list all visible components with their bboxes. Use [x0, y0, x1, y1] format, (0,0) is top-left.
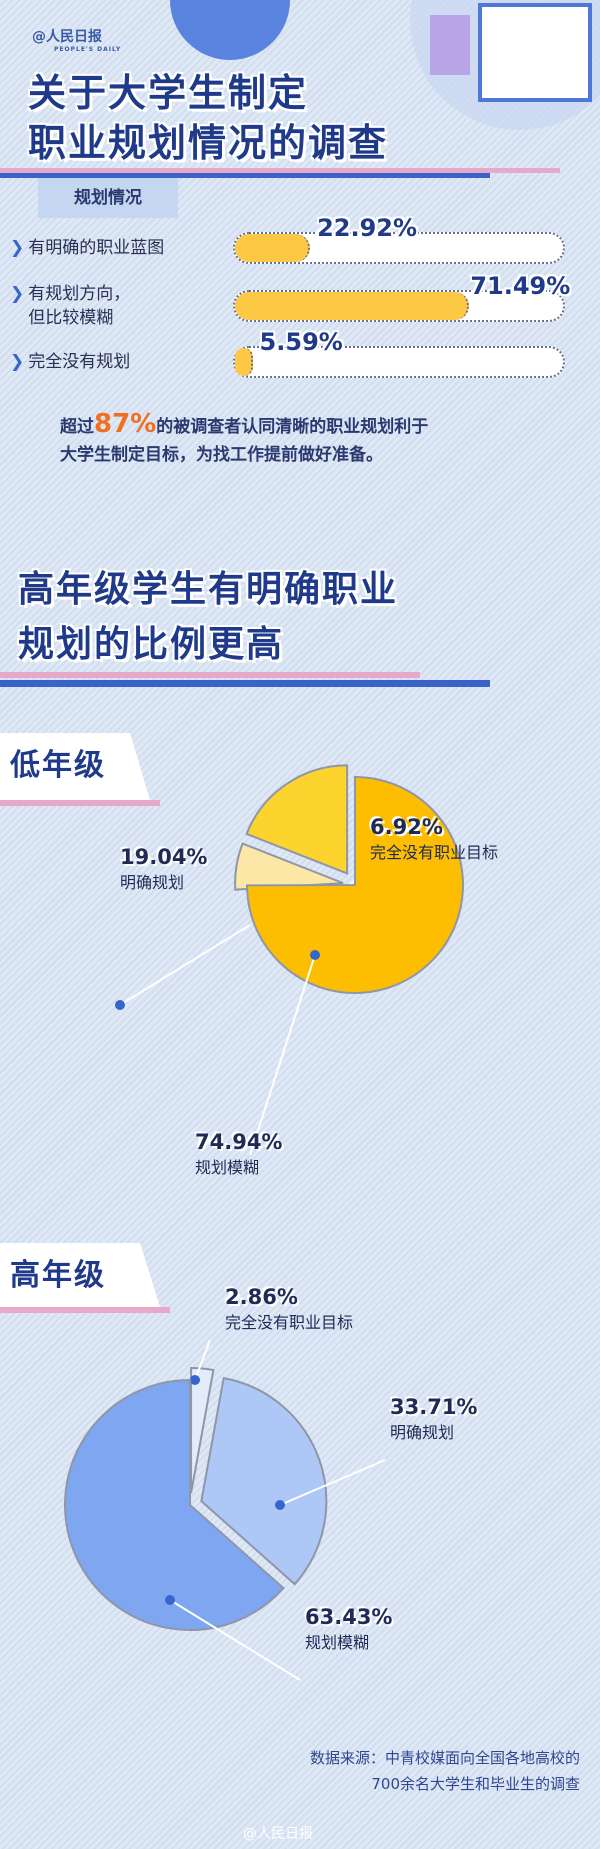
bar-fill — [235, 234, 311, 262]
pie-label: 63.43% 规划模糊 — [305, 1605, 393, 1652]
pie-title-high: 高年级 — [10, 1258, 106, 1293]
pie-label: 6.92% 完全没有职业目标 — [370, 815, 499, 862]
leader-line — [194, 1339, 211, 1381]
pie-label: 2.86% 完全没有职业目标 — [225, 1285, 354, 1332]
tab-underline — [0, 1307, 170, 1313]
bar-label: ❯ 完全没有规划 — [10, 352, 131, 372]
page-title: 职业规划情况的调查 — [28, 121, 389, 165]
leader-line — [169, 1599, 301, 1681]
bar-value: 22.92% — [317, 214, 418, 242]
watermark: @人民日报 — [243, 1826, 313, 1842]
tab-underline — [0, 800, 160, 806]
leader-dot — [310, 950, 320, 960]
tab-bg — [0, 1243, 160, 1307]
bar-label: ❯有规划方向，❯但比较模糊 — [10, 284, 131, 328]
bar-value: 5.59% — [259, 328, 343, 356]
bar-label: ❯ 有明确的职业蓝图 — [10, 238, 165, 258]
pie-label: 33.71% 明确规划 — [390, 1395, 478, 1442]
section-title: 规划的比例更高 — [18, 624, 285, 665]
section-underline — [0, 680, 490, 687]
tab-bg — [0, 733, 150, 800]
title-underline — [0, 168, 560, 173]
title-underline — [0, 173, 490, 178]
decor-circle — [170, 0, 290, 60]
pie-slice — [245, 775, 464, 994]
chevron-icon: ❯ — [10, 284, 25, 304]
books-illustration — [430, 15, 470, 75]
pie-slice — [200, 1376, 328, 1586]
chevron-icon: ❯ — [10, 238, 25, 258]
logo: @人民日报 PEOPLE'S DAILY — [32, 29, 122, 53]
section-tag: 规划情况 — [38, 178, 178, 218]
monitor-illustration — [478, 3, 592, 102]
pie-slice — [190, 1367, 215, 1494]
pie-slice — [234, 842, 344, 891]
pie-slice — [245, 764, 349, 875]
leader-dot — [115, 1000, 125, 1010]
pie-slice — [64, 1378, 285, 1631]
leader-line — [119, 924, 251, 1006]
leader-dot — [275, 1500, 285, 1510]
leader-line — [249, 954, 316, 1156]
bar-value: 71.49% — [470, 272, 571, 300]
pie-label: 74.94% 规划模糊 — [195, 1130, 283, 1177]
pie-title-low: 低年级 — [10, 748, 106, 783]
bar-track — [233, 232, 565, 264]
bar-fill — [235, 348, 254, 376]
bar-track — [233, 346, 565, 378]
section-title: 高年级学生有明确职业 — [18, 569, 399, 610]
bar-fill — [235, 292, 470, 320]
leader-line — [279, 1459, 386, 1506]
page-title: 关于大学生制定 — [28, 71, 309, 115]
leader-dot — [165, 1595, 175, 1605]
section-underline — [0, 672, 420, 678]
chevron-icon: ❯ — [10, 352, 25, 372]
data-source: 数据来源：中青校媒面向全国各地高校的 700余名大学生和毕业生的调查 — [309, 1749, 580, 1793]
summary-note: 超过87%的被调查者认同清晰的职业规划利于 大学生制定目标，为找工作提前做好准备。 — [60, 409, 429, 465]
leader-dot — [190, 1375, 200, 1385]
bar-track — [233, 290, 565, 322]
pie-label: 19.04% 明确规划 — [120, 845, 208, 892]
